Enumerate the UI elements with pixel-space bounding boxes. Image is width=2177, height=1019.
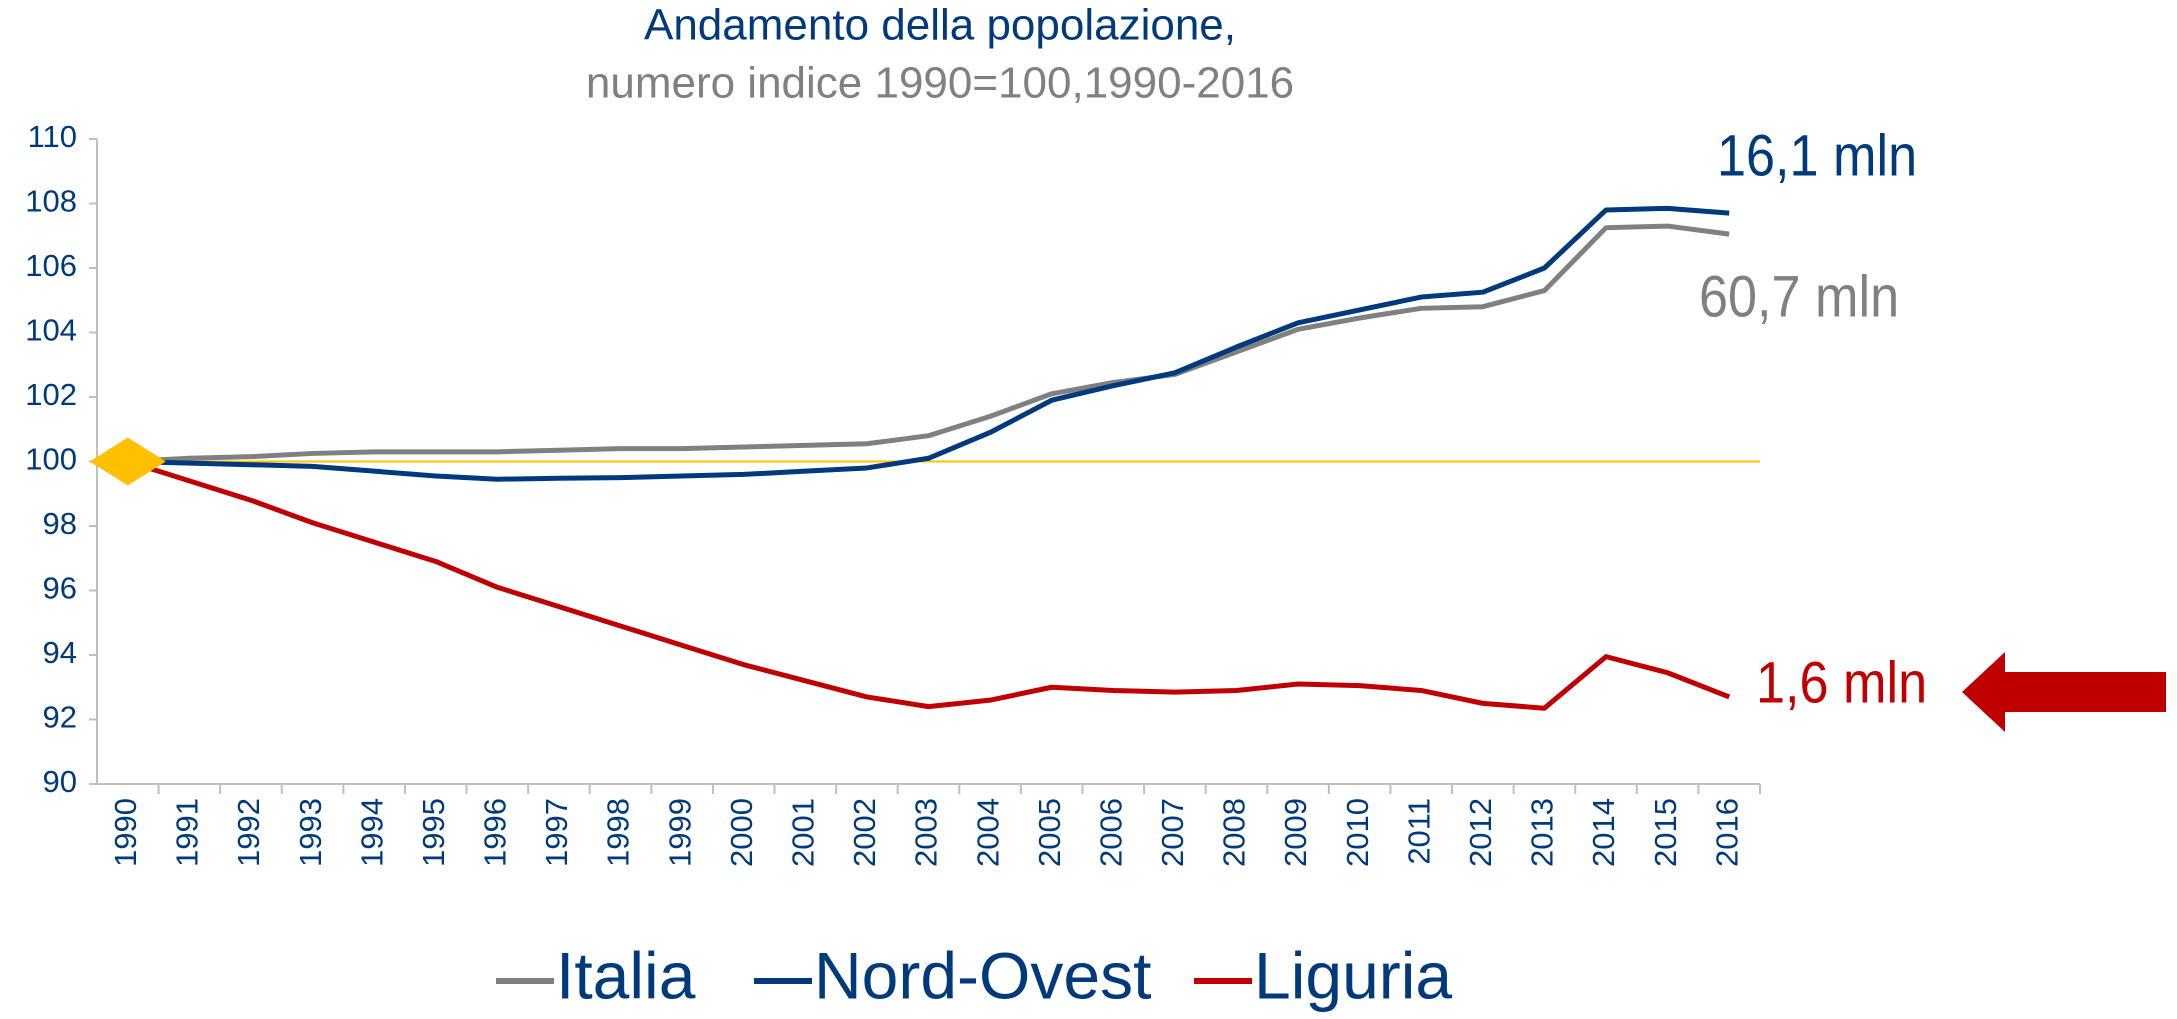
x-tick-label: 1999	[662, 798, 697, 867]
x-tick-label: 1996	[478, 798, 513, 867]
x-tick-label: 1990	[108, 798, 143, 867]
x-tick-label: 1991	[170, 798, 205, 867]
x-tick-label: 2014	[1586, 798, 1621, 867]
x-tick-label: 1997	[539, 798, 574, 867]
x-tick-label: 1998	[601, 798, 636, 867]
x-tick-label: 2013	[1525, 798, 1560, 867]
x-tick-label: 2006	[1093, 798, 1128, 867]
annotation: 1,6 mln	[1756, 650, 1927, 715]
x-tick-label: 1993	[293, 798, 328, 867]
x-tick-label: 2003	[909, 798, 944, 867]
x-tick-label: 2004	[970, 798, 1005, 867]
chart-subtitle: numero indice 1990=100,1990-2016	[586, 59, 1294, 108]
x-tick-label: 2011	[1401, 798, 1436, 865]
x-tick-label: 2000	[724, 798, 759, 867]
y-tick-label: 108	[25, 184, 77, 219]
annotation: 16,1 mln	[1717, 123, 1917, 188]
x-tick-label: 2009	[1278, 798, 1313, 867]
x-tick-label: 2008	[1217, 798, 1252, 867]
x-tick-label: 2001	[786, 798, 821, 867]
x-tick-label: 2016	[1709, 798, 1744, 867]
y-tick-label: 106	[25, 248, 77, 283]
x-tick-label: 2005	[1032, 798, 1067, 867]
legend-label: Liguria	[1254, 938, 1452, 1012]
x-tick-label: 2010	[1340, 798, 1375, 867]
x-tick-label: 2012	[1463, 798, 1498, 867]
arrow	[1962, 652, 2166, 732]
y-tick-label: 90	[43, 764, 77, 799]
y-tick-label: 96	[43, 571, 77, 606]
y-tick-label: 100	[25, 442, 77, 477]
start-marker	[89, 437, 166, 486]
y-tick-label: 92	[43, 700, 77, 735]
y-tick-label: 98	[43, 506, 77, 541]
series-line	[127, 459, 1731, 711]
x-tick-label: 1992	[231, 798, 266, 867]
series-line	[127, 223, 1730, 464]
legend-label: Nord-Ovest	[814, 938, 1151, 1012]
x-tick-label: 1995	[416, 798, 451, 867]
legend-label: Italia	[556, 938, 696, 1012]
y-tick-label: 102	[25, 377, 77, 412]
x-tick-label: 2015	[1648, 798, 1683, 867]
x-tick-label: 2007	[1155, 798, 1190, 867]
y-tick-label: 110	[28, 119, 77, 154]
chart-title: Andamento della popolazione,	[644, 1, 1236, 50]
y-tick-label: 104	[25, 313, 77, 348]
series-line	[127, 205, 1730, 482]
y-tick-label: 94	[43, 635, 77, 670]
annotation: 60,7 mln	[1699, 264, 1899, 329]
x-tick-label: 1994	[354, 798, 389, 867]
x-tick-label: 2002	[847, 798, 882, 867]
